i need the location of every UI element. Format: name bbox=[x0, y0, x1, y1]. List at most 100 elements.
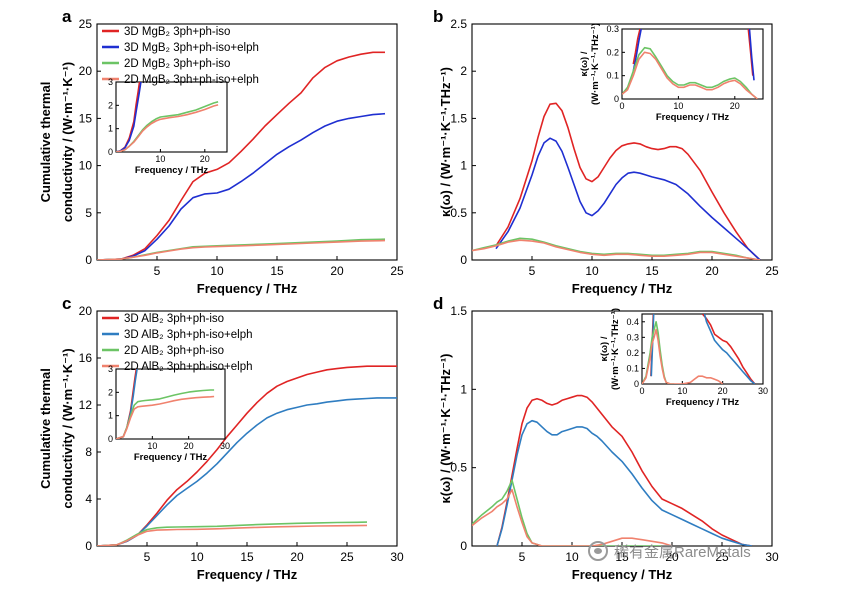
x-tick-label: 30 bbox=[390, 550, 404, 564]
y-tick-label: 0.3 bbox=[626, 332, 639, 342]
legend-entry: 2D AlB₂ 3ph+ph-iso+elph bbox=[124, 361, 253, 373]
y-tick-label: 20 bbox=[79, 304, 93, 318]
x-tick-label: 20 bbox=[705, 264, 719, 278]
series-line bbox=[472, 239, 761, 260]
legend-entry: 3D MgB₂ 3ph+ph-iso bbox=[124, 26, 230, 38]
x-axis-label: Frequency / THz bbox=[197, 567, 298, 582]
series-line bbox=[97, 112, 386, 260]
legend-entry: 3D MgB₂ 3ph+ph-iso+elph bbox=[124, 42, 259, 54]
plot-frame bbox=[96, 23, 398, 261]
inset-x-axis-label: Frequency / THz bbox=[135, 165, 209, 176]
x-tick-label: 5 bbox=[144, 550, 151, 564]
series-line bbox=[495, 137, 761, 260]
inset-y-axis-label: κ(ω) / bbox=[579, 51, 590, 76]
legend-entry: 2D MgB₂ 3ph+ph-iso+elph bbox=[124, 74, 259, 86]
panel-letter: c bbox=[62, 294, 71, 313]
y-tick-label: 0.1 bbox=[626, 363, 639, 373]
y-tick-label: 0 bbox=[460, 253, 467, 267]
series-line bbox=[97, 51, 385, 260]
inset-series-line bbox=[748, 29, 755, 81]
x-tick-label: 25 bbox=[765, 264, 779, 278]
series-line bbox=[472, 488, 673, 546]
x-tick-label: 20 bbox=[290, 550, 304, 564]
x-axis-label: Frequency / THz bbox=[572, 281, 673, 296]
inset-x-axis-label: Frequency / THz bbox=[134, 452, 208, 463]
x-tick-label: 10 bbox=[565, 550, 579, 564]
inset-series-line bbox=[650, 314, 655, 377]
series-line bbox=[495, 102, 761, 260]
legend-entry: 3D AlB₂ 3ph+ph-iso+elph bbox=[124, 329, 253, 341]
inset-y-axis-label: (W·m⁻¹·K⁻¹·THz⁻¹) bbox=[610, 308, 621, 390]
y-tick-label: 1.5 bbox=[450, 111, 467, 125]
y-tick-label: 0.4 bbox=[626, 317, 639, 327]
y-tick-label: 0 bbox=[85, 539, 92, 553]
panel-letter: b bbox=[433, 7, 443, 26]
y-tick-label: 3 bbox=[108, 364, 113, 374]
inset-series-line bbox=[116, 82, 142, 152]
x-tick-label: 20 bbox=[200, 154, 210, 164]
inset-c: 10 20 30 0 1 2 3 Frequency / THz bbox=[108, 364, 230, 463]
inset-series-line bbox=[632, 29, 642, 72]
x-tick-label: 20 bbox=[184, 441, 194, 451]
inset-frame bbox=[115, 368, 226, 440]
series-line bbox=[97, 365, 397, 546]
y-axis-label: Cumulative thermal bbox=[38, 82, 53, 203]
inset-series-line bbox=[632, 29, 641, 65]
x-tick-label: 10 bbox=[155, 154, 165, 164]
x-tick-label: 30 bbox=[765, 550, 779, 564]
x-tick-label: 0 bbox=[639, 386, 644, 396]
x-tick-label: 20 bbox=[330, 264, 344, 278]
y-tick-label: 3 bbox=[108, 77, 113, 87]
x-axis-label: Frequency / THz bbox=[197, 281, 298, 296]
inset-series-line bbox=[703, 314, 756, 384]
y-tick-label: 1 bbox=[108, 124, 113, 134]
x-tick-label: 5 bbox=[519, 550, 526, 564]
y-tick-label: 12 bbox=[79, 398, 93, 412]
y-axis-label: κ(ω) / (W·m⁻¹·K⁻¹·THz⁻¹) bbox=[438, 67, 453, 217]
wechat-icon bbox=[588, 541, 608, 561]
y-tick-label: 0 bbox=[108, 434, 113, 444]
x-tick-label: 30 bbox=[758, 386, 768, 396]
y-tick-label: 0.5 bbox=[450, 206, 467, 220]
inset-a: 10 20 0 1 2 3 Frequency / THz bbox=[108, 77, 228, 176]
y-tick-label: 0.5 bbox=[450, 461, 467, 475]
panel-letter: d bbox=[433, 294, 443, 313]
series-line bbox=[97, 239, 386, 260]
x-tick-label: 15 bbox=[270, 264, 284, 278]
inset-x-axis-label: Frequency / THz bbox=[656, 112, 730, 123]
y-tick-label: 15 bbox=[79, 111, 93, 125]
panel-letter: a bbox=[62, 7, 72, 26]
y-tick-label: 0.3 bbox=[606, 24, 619, 34]
y-tick-label: 25 bbox=[79, 17, 93, 31]
x-tick-label: 5 bbox=[529, 264, 536, 278]
y-axis-label: conductivity / (W·m⁻¹·K⁻¹) bbox=[60, 348, 75, 508]
x-tick-label: 15 bbox=[645, 264, 659, 278]
series-line bbox=[496, 419, 753, 546]
inset-y-axis-label: κ(ω) / bbox=[599, 336, 610, 361]
series-line bbox=[97, 524, 368, 546]
y-tick-label: 1.5 bbox=[450, 304, 467, 318]
inset-series-line bbox=[116, 395, 215, 439]
x-tick-label: 5 bbox=[154, 264, 161, 278]
y-tick-label: 0 bbox=[85, 253, 92, 267]
inset-series-line bbox=[622, 46, 758, 99]
x-tick-label: 25 bbox=[715, 550, 729, 564]
inset-y-axis-label: (W·m⁻¹·K⁻¹·THz⁻¹) bbox=[590, 23, 601, 105]
y-tick-label: 1 bbox=[460, 382, 467, 396]
inset-b: 0 10 20 0 0.1 0.2 0.3 Frequency / THz κ(ω) / (W·m… bbox=[579, 23, 764, 123]
y-axis-label: κ(ω) / (W·m⁻¹·K⁻¹·THz⁻¹) bbox=[438, 354, 453, 504]
x-tick-label: 10 bbox=[673, 101, 683, 111]
inset-series-line bbox=[701, 314, 756, 384]
x-tick-label: 10 bbox=[677, 386, 687, 396]
y-tick-label: 2 bbox=[108, 100, 113, 110]
legend-entry: 3D AlB₂ 3ph+ph-iso bbox=[124, 313, 224, 325]
plot-frame bbox=[471, 23, 773, 261]
series-line bbox=[496, 394, 753, 546]
x-tick-label: 10 bbox=[210, 264, 224, 278]
x-tick-label: 15 bbox=[240, 550, 254, 564]
y-tick-label: 2 bbox=[460, 64, 467, 78]
plot-b: 5 10 15 20 25 0 0.5 1 1.5 2 2.5 Frequency / THz b κ(ω… bbox=[433, 7, 779, 296]
y-axis-label: Cumulative thermal bbox=[38, 368, 53, 489]
